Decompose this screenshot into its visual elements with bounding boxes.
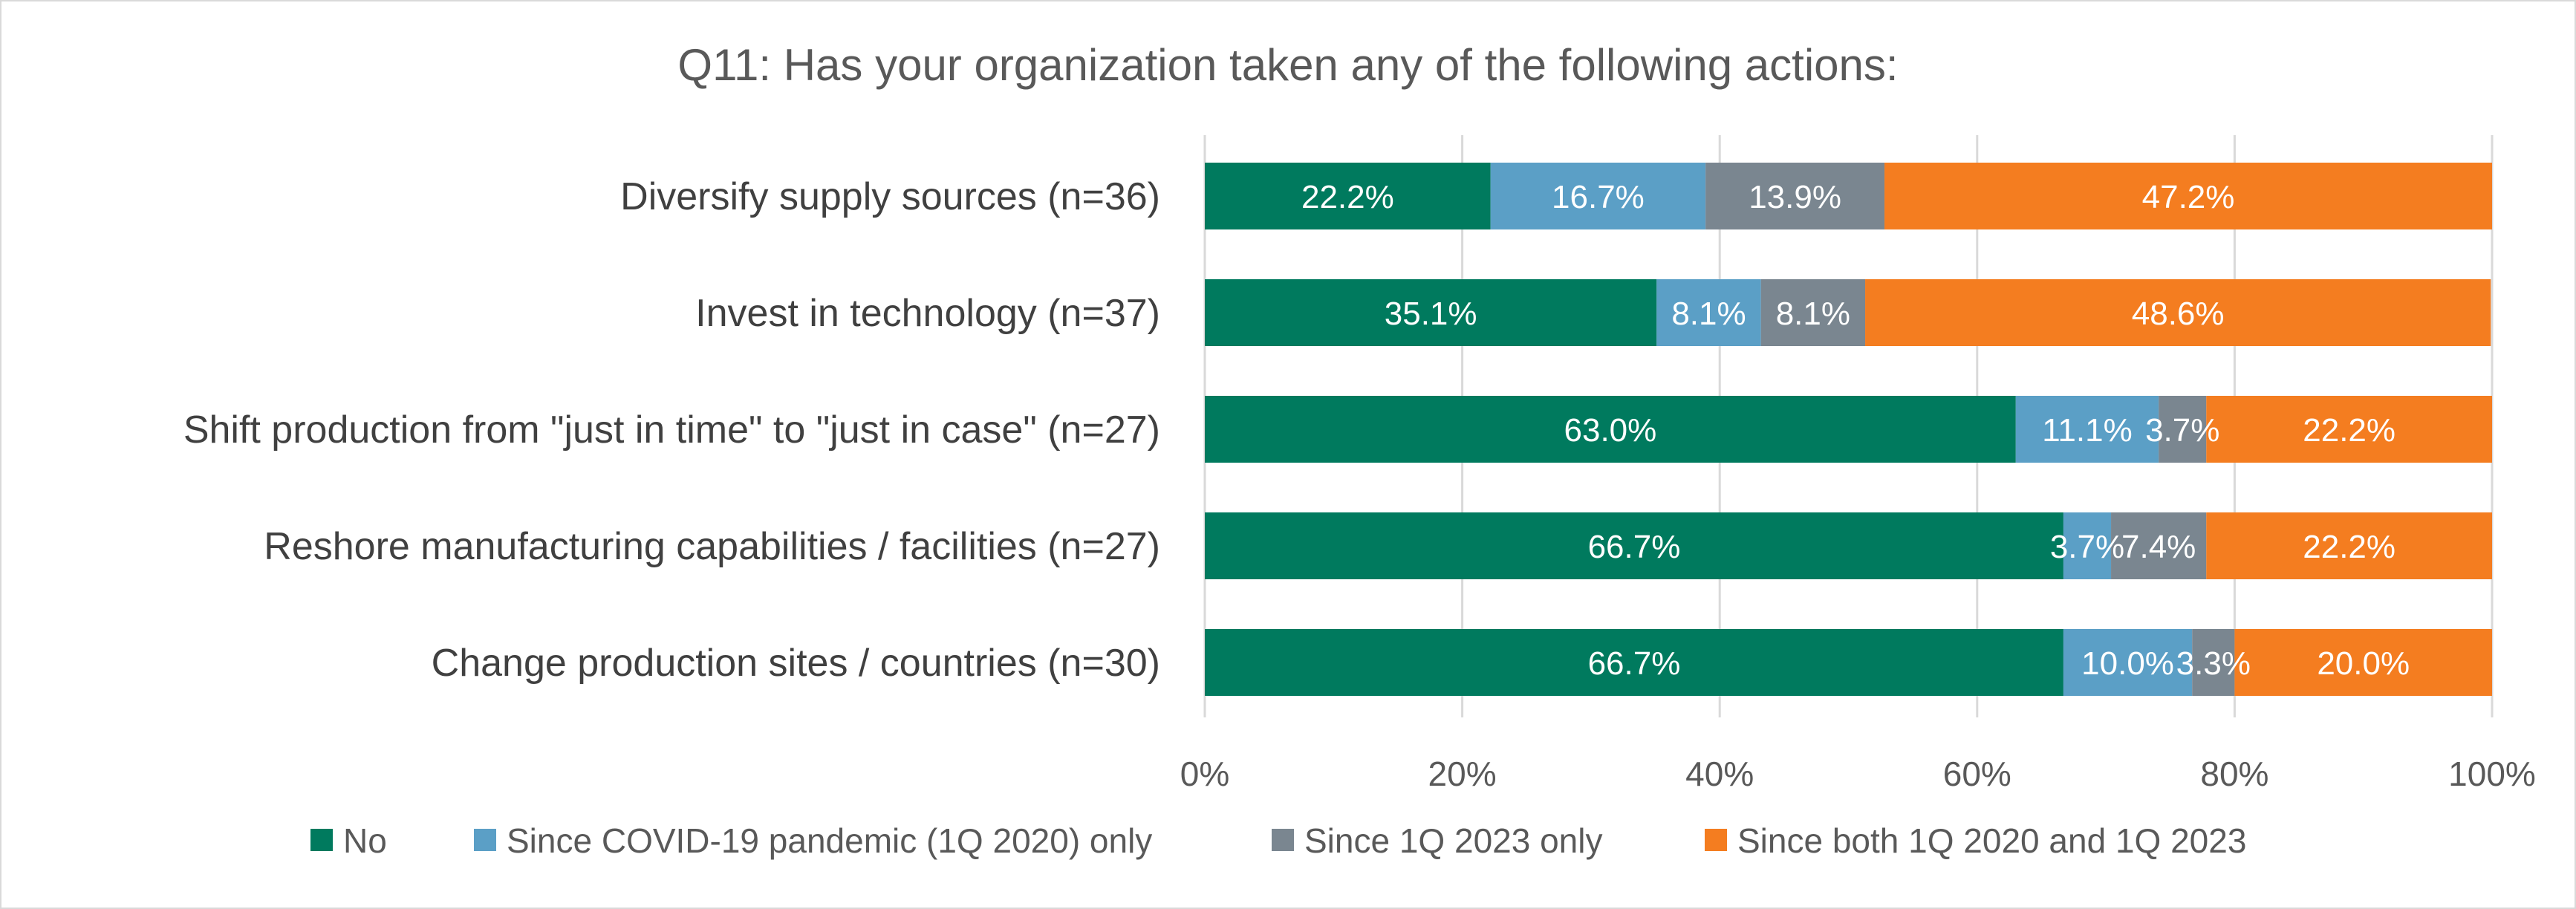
x-tick-label: 20% bbox=[1428, 755, 1497, 793]
data-label: 22.2% bbox=[2303, 412, 2396, 449]
legend-label: Since COVID-19 pandemic (1Q 2020) only bbox=[507, 821, 1152, 860]
x-tick-label: 80% bbox=[2200, 755, 2268, 793]
bar-segment bbox=[2063, 512, 2112, 579]
bar-segment bbox=[1205, 629, 2063, 696]
x-tick-label: 40% bbox=[1685, 755, 1754, 793]
data-label: 3.7% bbox=[2145, 412, 2219, 449]
category-label: Change production sites / countries (n=3… bbox=[432, 642, 1160, 685]
data-label: 22.2% bbox=[2303, 529, 2396, 565]
data-label: 63.0% bbox=[1564, 412, 1657, 449]
bar-segment bbox=[1205, 163, 1491, 229]
bar-segment bbox=[1865, 279, 2491, 346]
x-tick-label: 60% bbox=[1943, 755, 2011, 793]
data-label: 35.1% bbox=[1385, 296, 1477, 332]
legend-swatch bbox=[310, 829, 333, 851]
bar-segment bbox=[1490, 163, 1706, 229]
data-label: 3.3% bbox=[2176, 645, 2251, 682]
data-label: 22.2% bbox=[1301, 179, 1394, 215]
data-label: 7.4% bbox=[2121, 529, 2196, 565]
legend-label: No bbox=[343, 821, 387, 860]
bar-segment bbox=[1760, 279, 1866, 346]
bars bbox=[1205, 163, 2492, 696]
bar-segment bbox=[2192, 629, 2235, 696]
data-label: 13.9% bbox=[1749, 179, 1841, 215]
category-label: Shift production from "just in time" to … bbox=[183, 408, 1160, 452]
data-label: 47.2% bbox=[2142, 179, 2235, 215]
data-label: 16.7% bbox=[1552, 179, 1645, 215]
data-label: 8.1% bbox=[1776, 296, 1850, 332]
legend-swatch bbox=[474, 829, 496, 851]
bar-segment bbox=[2206, 512, 2492, 579]
x-tick-label: 0% bbox=[1180, 755, 1229, 793]
bar-segment bbox=[2111, 512, 2207, 579]
data-label: 3.7% bbox=[2050, 529, 2124, 565]
bar-segment bbox=[2206, 396, 2492, 463]
bar-segment bbox=[2063, 629, 2193, 696]
data-label: 8.1% bbox=[1671, 296, 1746, 332]
legend-label: Since both 1Q 2020 and 1Q 2023 bbox=[1737, 821, 2246, 860]
bar-segment bbox=[2159, 396, 2207, 463]
bar-segment bbox=[1205, 279, 1657, 346]
legend-swatch bbox=[1705, 829, 1727, 851]
data-label: 66.7% bbox=[1588, 645, 1681, 682]
data-label: 10.0% bbox=[2081, 645, 2174, 682]
category-labels: Diversify supply sources (n=36) Invest in… bbox=[183, 175, 1160, 685]
data-label: 66.7% bbox=[1588, 529, 1681, 565]
data-label: 48.6% bbox=[2132, 296, 2225, 332]
bar-segment bbox=[1705, 163, 1885, 229]
bar-segment bbox=[2015, 396, 2159, 463]
category-label: Diversify supply sources (n=36) bbox=[620, 175, 1160, 218]
x-tick-label: 100% bbox=[2448, 755, 2536, 793]
legend: No Since COVID-19 pandemic (1Q 2020) only… bbox=[310, 821, 2246, 860]
bar-segment bbox=[2234, 629, 2492, 696]
legend-swatch bbox=[1272, 829, 1294, 851]
chart-title: Q11: Has your organization taken any of … bbox=[677, 40, 1898, 90]
legend-label: Since 1Q 2023 only bbox=[1304, 821, 1603, 860]
bar-segment bbox=[1205, 512, 2063, 579]
bar-segment bbox=[1884, 163, 2492, 229]
category-label: Invest in technology (n=37) bbox=[695, 292, 1160, 335]
bar-segment bbox=[1656, 279, 1761, 346]
category-label: Reshore manufacturing capabilities / fac… bbox=[264, 525, 1160, 568]
bar-segment bbox=[1205, 396, 2016, 463]
data-labels: 22.2% 16.7% 13.9% 47.2% 35.1% 8.1% 8.1% 48.6% 63… bbox=[1301, 179, 2410, 682]
data-label: 20.0% bbox=[2317, 645, 2410, 682]
x-axis-ticks: 0% 20% 40% 60% 80% 100% bbox=[1180, 755, 2536, 793]
data-label: 11.1% bbox=[2042, 412, 2133, 449]
